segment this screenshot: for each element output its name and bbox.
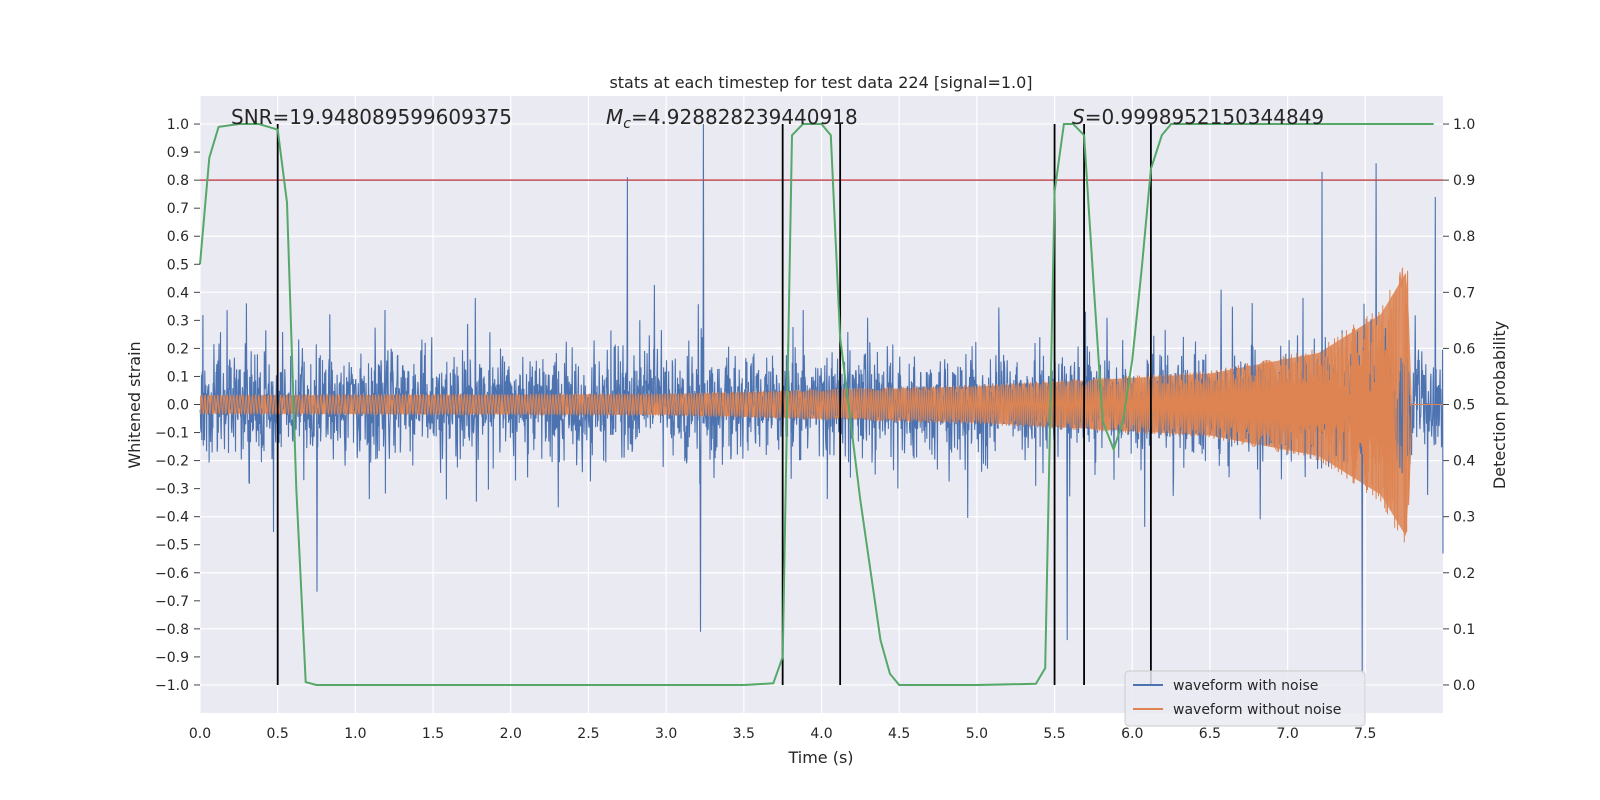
x-tick-label: 5.5 — [1043, 726, 1065, 742]
y2-tick-label: 0.0 — [1453, 678, 1475, 694]
x-tick-label: 0.5 — [267, 726, 289, 742]
y2-tick-label: 1.0 — [1453, 117, 1475, 133]
legend-label-noise: waveform with noise — [1173, 678, 1318, 694]
y-tick-label: 0.4 — [167, 285, 189, 301]
y2-tick-label: 0.9 — [1453, 173, 1475, 189]
y-tick-label: −0.9 — [155, 650, 189, 666]
y-tick-label: −0.1 — [155, 426, 189, 442]
y-tick-label: 0.3 — [167, 313, 189, 329]
y-tick-label: −0.8 — [155, 622, 189, 638]
x-tick-label: 2.5 — [577, 726, 599, 742]
waveform-without-noise-line — [199, 267, 1443, 543]
x-axis-label: Time (s) — [787, 748, 853, 767]
y2-tick-label: 0.8 — [1453, 229, 1475, 245]
y2-tick-label: 0.3 — [1453, 510, 1475, 526]
x-tick-label: 3.5 — [733, 726, 755, 742]
chirp-mass-annotation: Mc=4.928828239440918 — [606, 105, 858, 132]
x-tick-label: 7.0 — [1276, 726, 1298, 742]
legend: waveform with noise waveform without noi… — [1124, 670, 1366, 727]
y-tick-label: 0.6 — [167, 229, 189, 245]
x-tick-label: 6.5 — [1199, 726, 1221, 742]
y-tick-label: 0.2 — [167, 341, 189, 357]
chirp-mass-subscript: c — [623, 116, 631, 132]
y-axis-label: Whitened strain — [125, 341, 144, 468]
y-tick-label: 1.0 — [167, 117, 189, 133]
y-tick-label: −0.6 — [155, 566, 189, 582]
y2-tick-label: 0.7 — [1453, 285, 1475, 301]
s-value: =0.9998952150344849 — [1085, 105, 1324, 129]
x-tick-label: 4.5 — [888, 726, 910, 742]
x-tick-label: 4.0 — [810, 726, 832, 742]
y-tick-label: 0.9 — [167, 145, 189, 161]
y-tick-label: −0.5 — [155, 538, 189, 554]
y-tick-label: 0.1 — [167, 369, 189, 385]
y-tick-label: −0.4 — [155, 510, 189, 526]
x-tick-label: 0.0 — [189, 726, 211, 742]
chirp-mass-value: =4.928828239440918 — [631, 105, 858, 129]
x-tick-label: 1.5 — [422, 726, 444, 742]
y-tick-label: −0.3 — [155, 482, 189, 498]
chirp-mass-symbol: M — [606, 105, 623, 129]
x-tick-label: 7.5 — [1354, 726, 1376, 742]
y-tick-label: 0.0 — [167, 398, 189, 414]
x-tick-label: 6.0 — [1121, 726, 1143, 742]
legend-label-clean: waveform without noise — [1173, 702, 1341, 718]
x-tick-labels: 0.0 0.5 1.0 1.5 2.0 2.5 3.0 3.5 4.0 4.5 5.0 5.5 6.0 6… — [189, 726, 1377, 742]
s-annotation: S=0.9998952150344849 — [1072, 105, 1324, 129]
y-tick-label: 0.5 — [167, 257, 189, 273]
x-tick-label: 1.0 — [344, 726, 366, 742]
legend-box — [1124, 670, 1366, 727]
y2-tick-label: 0.6 — [1453, 341, 1475, 357]
snr-annotation: SNR=19.948089599609375 — [231, 105, 512, 129]
y2-tick-label: 0.4 — [1453, 454, 1475, 470]
x-tick-label: 2.0 — [500, 726, 522, 742]
y-tick-label: −1.0 — [155, 678, 189, 694]
y2-tick-label: 0.2 — [1453, 566, 1475, 582]
y2-tick-label: 0.5 — [1453, 398, 1475, 414]
y2-tick-labels: 1.0 0.9 0.8 0.7 0.6 0.5 0.4 0.3 0.2 0.1 0.0 — [1443, 117, 1475, 694]
chart-title: stats at each timestep for test data 224… — [609, 73, 1032, 92]
y-tick-labels: 1.0 0.9 0.8 0.7 0.6 0.5 0.4 0.3 0.2 0.1 0.0 −0.1 −0.… — [155, 117, 200, 694]
y-tick-label: 0.8 — [167, 173, 189, 189]
detection-probability-series — [199, 123, 1434, 686]
x-tick-label: 3.0 — [655, 726, 677, 742]
y2-tick-label: 0.1 — [1453, 622, 1475, 638]
x-tick-label: 5.0 — [966, 726, 988, 742]
y-tick-label: 0.7 — [167, 201, 189, 217]
y2-axis-label: Detection probability — [1490, 321, 1509, 489]
y-tick-label: −0.2 — [155, 454, 189, 470]
s-symbol: S — [1072, 105, 1085, 129]
y-tick-label: −0.7 — [155, 594, 189, 610]
